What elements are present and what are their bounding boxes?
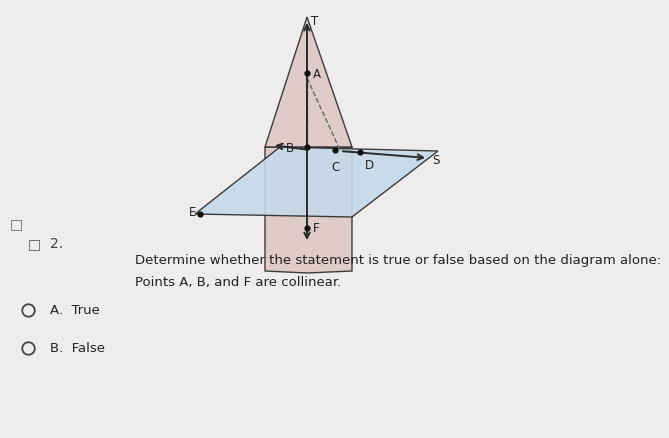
Text: Determine whether the statement is true or false based on the diagram alone:: Determine whether the statement is true … — [135, 254, 661, 266]
Polygon shape — [195, 148, 438, 218]
Text: □: □ — [10, 216, 23, 230]
Text: A.  True: A. True — [50, 304, 100, 317]
Text: E: E — [189, 206, 196, 219]
Text: F: F — [313, 222, 320, 235]
Text: S: S — [432, 153, 440, 166]
Polygon shape — [265, 148, 352, 273]
Text: □: □ — [28, 237, 41, 251]
Text: T: T — [311, 14, 318, 28]
Polygon shape — [265, 18, 352, 148]
Text: B.  False: B. False — [50, 342, 105, 355]
Text: D: D — [365, 159, 374, 172]
Text: B: B — [286, 141, 294, 154]
Text: Points A, B, and F are collinear.: Points A, B, and F are collinear. — [135, 276, 341, 288]
Text: C: C — [331, 161, 339, 173]
Text: A: A — [313, 67, 321, 80]
Text: 2.: 2. — [50, 237, 63, 251]
